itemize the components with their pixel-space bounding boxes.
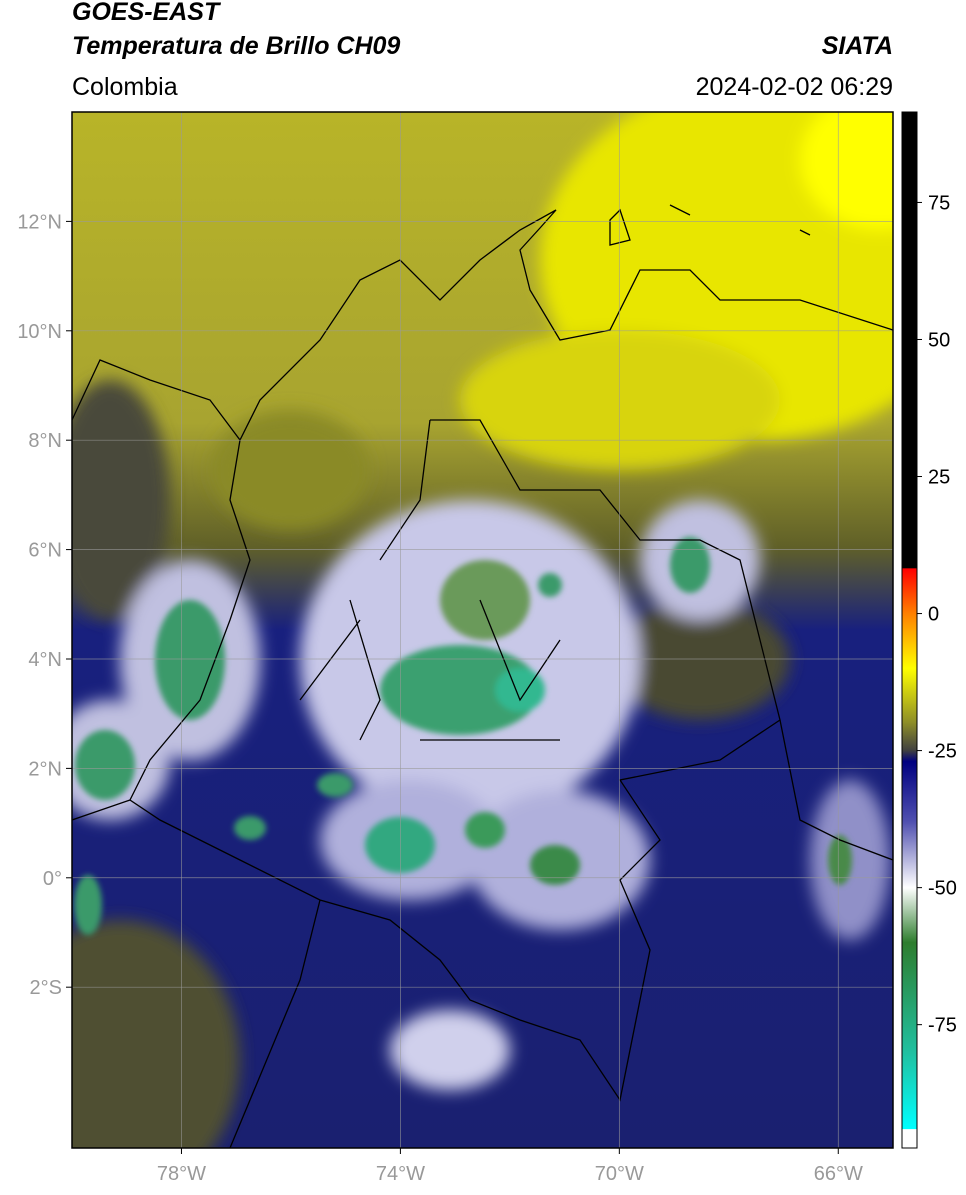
x-tick-label: 66°W (814, 1163, 863, 1185)
y-tick-label: 10°N (17, 321, 62, 343)
datetime: 2024-02-02 06:29 (696, 73, 893, 101)
colorbar-label: 75 (928, 192, 950, 214)
source: SIATA (822, 32, 893, 60)
title: GOES-EAST (72, 0, 222, 26)
colorbar-label: -50 (928, 878, 957, 900)
x-tick-label: 70°W (595, 1163, 644, 1185)
borders (72, 204, 893, 1148)
colorbar-label: 25 (928, 467, 950, 489)
colorbar-label: -25 (928, 741, 957, 763)
colorbar (901, 111, 918, 1149)
colorbar-label: 0 (928, 604, 939, 626)
map-frame (71, 111, 894, 1149)
x-tick-label: 74°W (376, 1163, 425, 1185)
y-tick-label: 2°N (28, 758, 62, 780)
satellite-image (72, 112, 893, 1148)
y-tick-label: 8°N (28, 430, 62, 452)
y-tick-label: 6°N (28, 540, 62, 562)
y-tick-label: 2°S (30, 977, 62, 999)
colorbar-label: 50 (928, 329, 950, 351)
subtitle: Temperatura de Brillo CH09 (72, 32, 400, 60)
x-tick-label: 78°W (157, 1163, 206, 1185)
colorbar-label: -75 (928, 1015, 957, 1037)
y-tick-label: 0° (43, 868, 62, 890)
y-tick-label: 12°N (17, 211, 62, 233)
y-tick-label: 4°N (28, 649, 62, 671)
region: Colombia (72, 73, 178, 101)
